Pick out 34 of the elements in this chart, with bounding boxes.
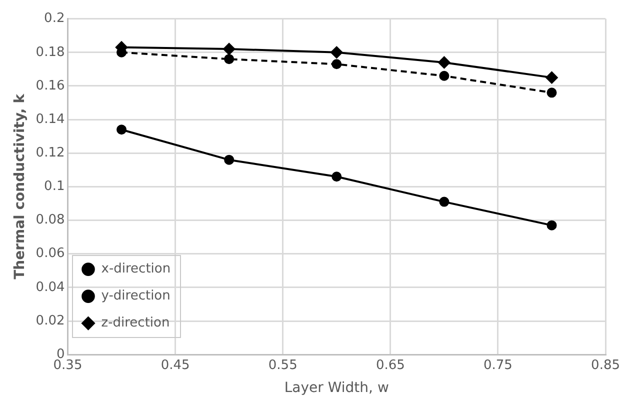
point <box>546 220 557 230</box>
legend-label: z-direction <box>101 316 170 331</box>
x-tick-label: 0.85 <box>591 358 620 373</box>
x-tick-label: 0.65 <box>376 358 405 373</box>
point <box>330 46 343 58</box>
legend-label: x-direction <box>101 262 171 277</box>
x-tick-label: 0.75 <box>483 358 512 373</box>
x-tick-label: 0.45 <box>160 358 190 373</box>
x-axis-title: Layer Width, w <box>284 380 389 396</box>
point <box>332 59 342 70</box>
point <box>116 124 127 135</box>
y-tick-label: 0.14 <box>36 112 65 127</box>
y-tick-label: 0.08 <box>36 212 65 228</box>
point <box>546 88 557 98</box>
point <box>438 56 450 68</box>
y-tick-label: 0.06 <box>36 246 65 262</box>
point <box>224 54 234 64</box>
y-tick-label: 0.1 <box>44 179 65 194</box>
y-tick-label: 0.18 <box>36 44 65 60</box>
y-tick-label: 0.12 <box>36 145 65 160</box>
point <box>332 172 342 182</box>
y-tick-label: 0.04 <box>36 280 65 295</box>
point <box>439 196 450 207</box>
y-axis-title: Thermal conductivity, k <box>12 93 28 280</box>
x-tick-label: 0.35 <box>53 358 82 373</box>
point <box>223 43 236 56</box>
y-tick-label: 0.16 <box>36 78 65 94</box>
y-tick-label: 0.2 <box>44 11 65 26</box>
legend-label: y-direction <box>101 288 170 304</box>
point <box>439 70 450 81</box>
y-tick-label: 0.02 <box>36 313 65 328</box>
point <box>224 154 234 165</box>
point <box>546 72 558 84</box>
x-tick-label: 0.55 <box>268 358 298 373</box>
